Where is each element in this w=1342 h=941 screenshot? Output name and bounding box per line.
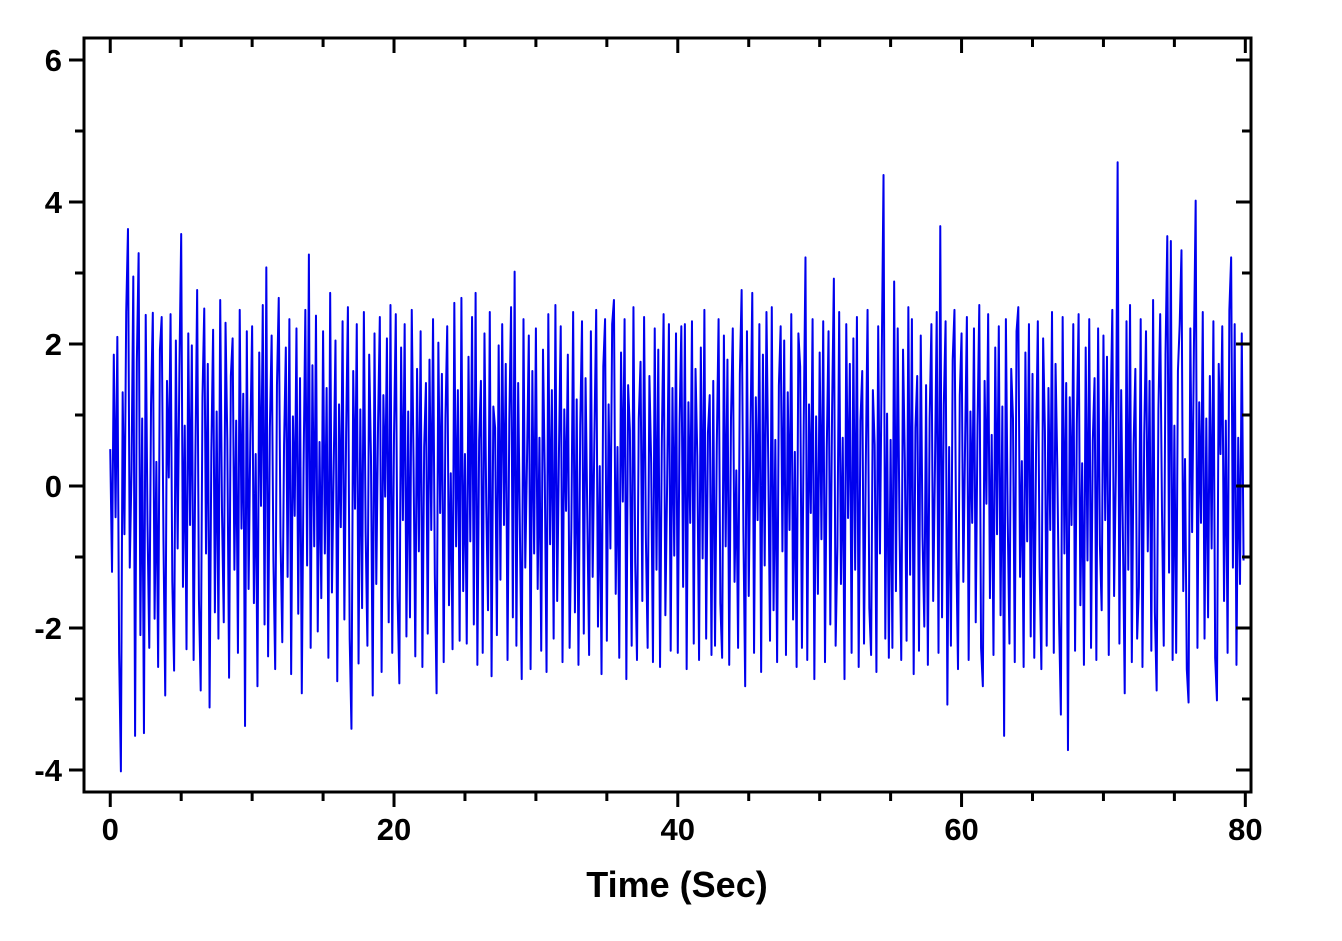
y-tick-label: 2 bbox=[45, 327, 62, 362]
y-tick-label: 6 bbox=[45, 43, 62, 78]
x-axis-label: Time (Sec) bbox=[586, 864, 767, 905]
y-tick-label: -4 bbox=[34, 753, 62, 788]
x-tick-label: 20 bbox=[377, 812, 411, 847]
x-tick-label: 40 bbox=[661, 812, 695, 847]
x-tick-label: 80 bbox=[1228, 812, 1262, 847]
y-tick-label: 0 bbox=[45, 469, 62, 504]
x-tick-label: 60 bbox=[944, 812, 978, 847]
signal-line bbox=[109, 161, 1245, 773]
y-tick-label: 4 bbox=[45, 185, 63, 220]
x-tick-label: 0 bbox=[102, 812, 119, 847]
y-tick-label: -2 bbox=[34, 611, 62, 646]
